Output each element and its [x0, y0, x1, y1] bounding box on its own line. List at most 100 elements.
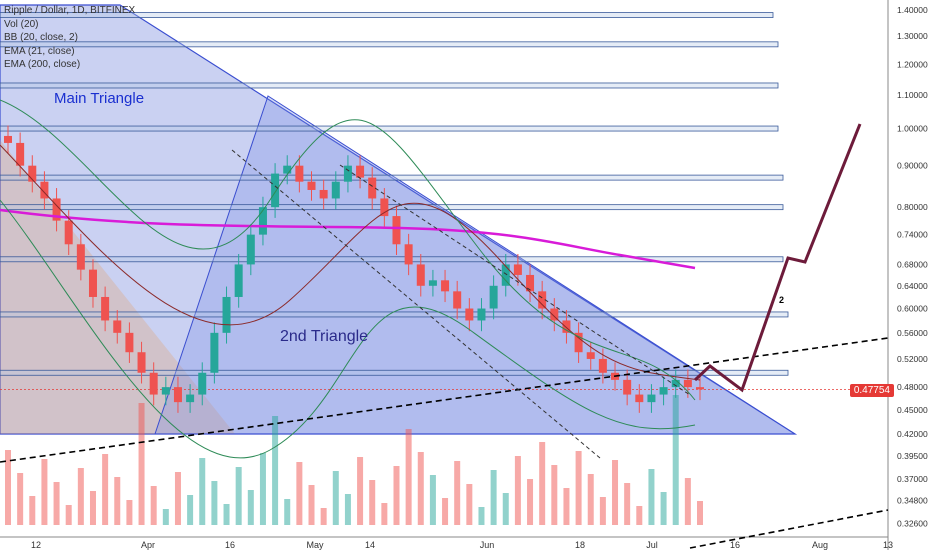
price-tick: 0.45000 [897, 405, 928, 415]
resistance-level-0 [0, 12, 774, 18]
price-tick: 0.80000 [897, 202, 928, 212]
price-tick: 0.74000 [897, 230, 928, 240]
volume-bar [478, 507, 485, 525]
resistance-level-2 [0, 82, 779, 89]
price-tick: 0.60000 [897, 304, 928, 314]
candle [64, 220, 73, 245]
candle [586, 352, 595, 359]
second-triangle-label: 2nd Triangle [280, 328, 368, 345]
candle [671, 379, 680, 388]
volume-bar [539, 442, 546, 525]
candle [356, 165, 365, 178]
volume-bar [247, 490, 254, 525]
ema200-line [0, 208, 696, 270]
volume-bar [150, 486, 157, 525]
resistance-level-7 [0, 311, 789, 318]
volume-bar [89, 491, 96, 525]
candle [550, 308, 559, 321]
price-axis-bg [888, 0, 932, 550]
price-tick: 0.52000 [897, 354, 928, 364]
candle [271, 173, 280, 208]
price-tick: 0.56000 [897, 328, 928, 338]
volume-bar [684, 478, 691, 525]
symbol-title: Ripple / Dollar, 1D, BITFINEX [4, 5, 136, 16]
lower-trendline [689, 509, 889, 549]
volume-bar [308, 485, 315, 525]
resistance-level-6 [0, 256, 784, 263]
indicator-ema21[interactable]: EMA (21, close) [4, 45, 75, 57]
volume-bar [575, 451, 582, 525]
candle [234, 264, 243, 297]
ema21-line [0, 144, 701, 381]
time-tick: 16 [225, 540, 235, 550]
volume-bar [612, 460, 619, 525]
price-tick: 0.90000 [897, 161, 928, 171]
projection-path [693, 123, 862, 393]
volume-bar [672, 395, 679, 525]
time-tick: Apr [141, 540, 155, 550]
candle [659, 387, 668, 395]
time-tick: Jun [480, 540, 495, 550]
volume-bar [284, 499, 291, 525]
volume-bar [41, 459, 48, 525]
candle [501, 264, 510, 286]
volume-bar [17, 473, 24, 525]
main-triangle-label: Main Triangle [54, 90, 144, 107]
candle [307, 181, 316, 190]
candle [101, 296, 110, 321]
volume-bar [223, 504, 230, 525]
indicator-ema200[interactable]: EMA (200, close) [4, 59, 81, 70]
candle [343, 165, 352, 182]
channel-line-upper [231, 149, 601, 459]
candle [186, 394, 195, 403]
indicator-bb[interactable]: BB (20, close, 2) [4, 32, 78, 43]
volume-bar [442, 498, 449, 525]
time-tick: 12 [31, 540, 41, 550]
price-tick: 1.10000 [897, 90, 928, 100]
price-tick: 0.42000 [897, 429, 928, 439]
candle [137, 352, 146, 373]
candle [368, 177, 377, 199]
candle [331, 181, 340, 199]
volume-bar [114, 477, 121, 525]
candle [392, 216, 401, 245]
candle [526, 274, 535, 292]
volume-bar [648, 469, 655, 525]
candle [441, 280, 450, 292]
candle [404, 244, 413, 265]
volume-bar [381, 503, 388, 525]
candle [696, 387, 704, 390]
price-tick: 1.20000 [897, 59, 928, 69]
candle [258, 207, 267, 235]
bollinger-lower [0, 199, 696, 459]
price-tick: 1.00000 [897, 124, 928, 134]
time-tick: Aug [812, 540, 828, 550]
candle [76, 244, 85, 270]
volume-bar [187, 495, 194, 525]
time-tick: May [306, 540, 324, 550]
resistance-level-5 [0, 204, 784, 211]
candle [88, 269, 97, 297]
time-tick: 18 [575, 540, 585, 550]
candle [113, 320, 122, 333]
volume-bar [126, 500, 133, 525]
volume-bar [551, 465, 558, 525]
volume-bar [357, 457, 364, 525]
volume-bar [454, 461, 461, 525]
volume-bar [660, 492, 667, 525]
volume-bar [29, 496, 36, 525]
volume-bar [405, 429, 412, 525]
volume-bar [211, 481, 218, 525]
time-tick: 14 [365, 540, 375, 550]
indicator-vol[interactable]: Vol (20) [4, 18, 39, 30]
candle [198, 372, 207, 395]
candle [210, 332, 219, 373]
volume-bar [429, 475, 436, 525]
candle [416, 264, 425, 286]
price-tick: 0.68000 [897, 259, 928, 269]
candle [635, 394, 644, 403]
volume-bar [587, 474, 594, 525]
volume-bar [393, 466, 400, 525]
candle [647, 394, 656, 403]
